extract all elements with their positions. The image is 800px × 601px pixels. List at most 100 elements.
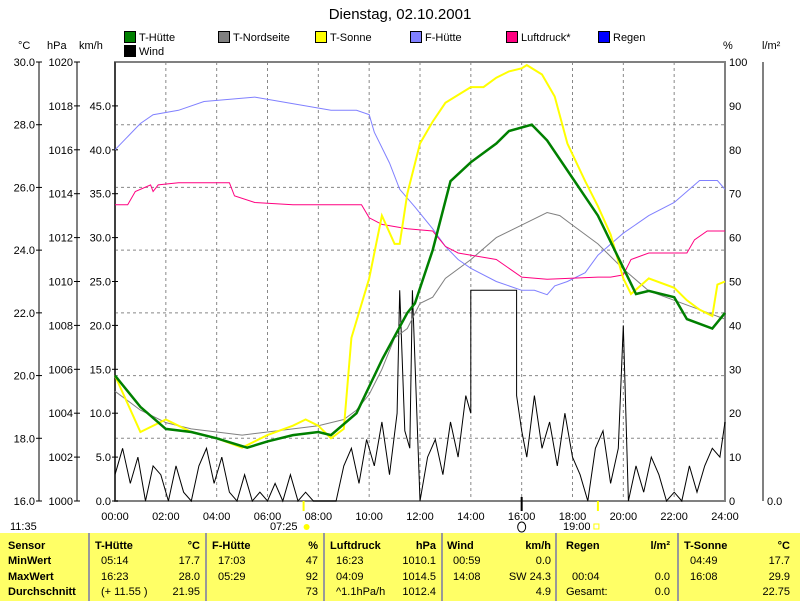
percent-tick-label: 90 — [729, 101, 741, 113]
cell-luft-time: 16:23 — [336, 555, 364, 567]
x-tick-label: 00:00 — [101, 511, 129, 523]
row-label: MaxWert — [8, 571, 54, 583]
cell-tsonne-value: 22.75 — [762, 586, 790, 598]
header-fhuette-unit: % — [308, 540, 318, 552]
table-divider — [323, 533, 325, 601]
kmh-tick-label: 15.0 — [90, 364, 111, 376]
header-fhuette: F-Hütte — [212, 540, 251, 552]
x-tick-label: 18:00 — [559, 511, 587, 523]
hpa-tick-label: 1008 — [49, 320, 73, 332]
percent-tick-label: 60 — [729, 233, 741, 245]
cell-fhuette-value: 92 — [305, 571, 318, 583]
cell-wind-time: 14:08 — [453, 571, 481, 583]
chart-title: Dienstag, 02.10.2001 — [328, 6, 472, 23]
legend-item-luftdruck: Luftdruck* — [506, 31, 571, 44]
legend-item-tnordseite: T-Nordseite — [218, 31, 290, 44]
cell-regen-time: 00:04 — [572, 571, 600, 583]
cell-tsonne-time: 16:08 — [690, 571, 718, 583]
celsius-tick-label: 24.0 — [14, 245, 35, 257]
kmh-tick-label: 10.0 — [90, 408, 111, 420]
legend-item-fhtte: F-Hütte — [410, 31, 462, 44]
x-tick-label: 14:00 — [457, 511, 485, 523]
legend-label: T-Sonne — [330, 32, 372, 44]
hpa-tick-label: 1020 — [49, 57, 73, 69]
series-luftdruck — [115, 182, 725, 280]
cell-thuette-time: (+ 11.55 ) — [101, 586, 148, 598]
header-thuette-unit: °C — [187, 540, 200, 552]
celsius-tick-label: 22.0 — [14, 308, 35, 320]
cell-thuette-time: 16:23 — [101, 571, 129, 583]
percent-tick-label: 0 — [729, 496, 735, 508]
cell-luft-value: 1012.4 — [402, 586, 436, 598]
table-divider — [88, 533, 90, 601]
header-regen: Regen — [566, 540, 600, 552]
legend-swatch — [218, 31, 230, 43]
cell-wind-value: SW 24.3 — [508, 571, 551, 583]
cell-fhuette-value: 73 — [305, 586, 318, 598]
stats-table: Sensor T-Hütte °C F-Hütte% Luftdruck hPa Wind k… — [0, 533, 800, 601]
header-tsonne-unit: °C — [777, 540, 790, 552]
table-divider — [205, 533, 207, 601]
kmh-tick-label: 40.0 — [90, 145, 111, 157]
legend-label: Regen — [613, 32, 646, 44]
header-luft: Luftdruck — [330, 540, 381, 552]
header-wind: Wind — [447, 540, 474, 552]
cell-tsonne-value: 17.7 — [768, 555, 790, 567]
percent-tick-label: 40 — [729, 320, 741, 332]
x-tick-label: 04:00 — [203, 511, 231, 523]
row-label: Durchschnitt — [8, 586, 76, 598]
celsius-tick-label: 28.0 — [14, 120, 35, 132]
moon-icon — [517, 521, 527, 533]
x-tick-label: 06:00 — [254, 511, 282, 523]
legend-swatch — [124, 45, 136, 57]
percent-tick-label: 50 — [729, 277, 741, 289]
celsius-tick-label: 16.0 — [14, 496, 35, 508]
cell-regen-value: 0.0 — [654, 571, 670, 583]
hpa-tick-label: 1002 — [49, 452, 73, 464]
x-tick-label: 20:00 — [610, 511, 638, 523]
celsius-tick-label: 26.0 — [14, 182, 35, 194]
kmh-tick-label: 5.0 — [96, 452, 111, 464]
legend-item-wind: Wind — [124, 45, 164, 58]
legend-label: T-Hütte — [139, 32, 176, 44]
chart-svg: 30.028.026.024.022.020.018.016.010201018… — [14, 57, 782, 533]
header-sensor: Sensor — [8, 540, 46, 552]
legend-label: F-Hütte — [425, 32, 462, 44]
percent-tick-label: 70 — [729, 189, 741, 201]
celsius-tick-label: 30.0 — [14, 57, 35, 69]
series-tnordseite — [114, 211, 726, 436]
hpa-tick-label: 1000 — [49, 496, 73, 508]
x-tick-label: 12:00 — [406, 511, 434, 523]
unit-hpa: hPa — [47, 40, 67, 52]
legend-label: Wind — [139, 46, 165, 58]
cell-thuette-value: 28.0 — [178, 571, 200, 583]
hpa-tick-label: 1018 — [49, 101, 73, 113]
hpa-tick-label: 1010 — [49, 277, 73, 289]
cell-thuette-time: 05:14 — [101, 555, 129, 567]
legend-swatch — [124, 31, 136, 43]
cell-luft-value: 1010.1 — [402, 555, 436, 567]
legend-label: T-Nordseite — [233, 32, 290, 44]
header-wind-unit: km/h — [525, 540, 551, 552]
sun-icon — [303, 524, 310, 530]
x-tick-label: 10:00 — [355, 511, 383, 523]
table-divider — [677, 533, 679, 601]
cell-luft-value: 1014.5 — [402, 571, 436, 583]
header-tsonne: T-Sonne — [684, 540, 728, 552]
cell-tsonne-value: 29.9 — [768, 571, 790, 583]
kmh-tick-label: 35.0 — [90, 189, 111, 201]
header-regen-unit: l/m² — [650, 540, 670, 552]
legend-item-regen: Regen — [598, 31, 645, 44]
cell-wind-value: 4.9 — [535, 586, 551, 598]
kmh-tick-label: 30.0 — [90, 233, 111, 245]
cell-luft-time: ^1.1hPa/h — [336, 586, 386, 598]
sunset-time: 19:00 — [563, 521, 591, 533]
legend-swatch — [598, 31, 610, 43]
hpa-tick-label: 1006 — [49, 364, 73, 376]
kmh-tick-label: 25.0 — [90, 277, 111, 289]
legend-swatch — [506, 31, 518, 43]
header-luft-unit: hPa — [415, 540, 436, 552]
cell-regen-value: 0.0 — [654, 586, 670, 598]
legend-label: Luftdruck* — [521, 32, 571, 44]
series-thtte — [114, 123, 726, 450]
